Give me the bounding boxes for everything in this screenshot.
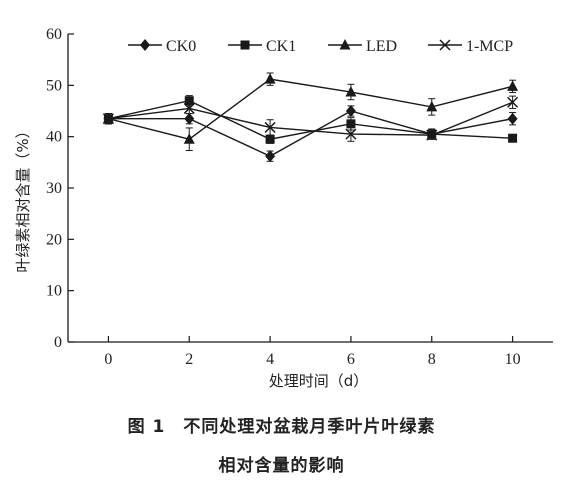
x-marker-stroke — [507, 96, 519, 108]
data-point-led — [183, 133, 195, 144]
y-axis-title: 叶绿素相对含量（%） — [14, 123, 32, 272]
y-tick-label: 40 — [46, 129, 62, 146]
series-1-mcp — [102, 95, 519, 142]
legend-marker-led — [339, 39, 351, 50]
data-point-1-mcp — [507, 96, 519, 108]
series-lines — [102, 72, 519, 163]
x-marker-stroke — [102, 113, 114, 125]
data-point-ck1 — [346, 119, 356, 129]
legend-marker-ck0 — [140, 39, 150, 51]
x-marker-stroke — [426, 129, 438, 141]
x-tick-label: 10 — [505, 351, 521, 368]
legend-marker-1-mcp — [439, 39, 451, 51]
y-tick-label: 50 — [46, 77, 62, 94]
series-ck1 — [103, 95, 518, 144]
data-point-led — [507, 80, 519, 91]
axes: 0 10 20 30 40 50 60 0 2 4 6 8 10 处理时间（d） 叶绿素相对含量（%） — [14, 26, 553, 390]
figure-caption-line-2: 相对含量的影响 — [218, 456, 345, 476]
legend-item-led: LED — [328, 38, 397, 55]
y-tick-label: 30 — [46, 180, 62, 197]
series-line-led — [108, 78, 513, 140]
data-point-1-mcp — [102, 113, 114, 125]
legend-label-led: LED — [366, 38, 397, 55]
y-tick-label: 0 — [54, 334, 62, 351]
data-point-ck0 — [265, 150, 276, 163]
legend: CK0 CK1 LED 1-MCP — [128, 38, 513, 55]
y-tick-label: 60 — [46, 26, 62, 43]
data-point-ck1 — [265, 134, 275, 144]
x-tick-label: 8 — [428, 351, 436, 368]
x-tick-label: 0 — [104, 351, 112, 368]
y-tick-label: 20 — [46, 231, 62, 248]
data-point-1-mcp — [345, 128, 357, 140]
x-axis-title: 处理时间（d） — [269, 372, 369, 390]
legend-item-ck1: CK1 — [228, 38, 296, 55]
x-tick-label: 6 — [347, 351, 355, 368]
data-point-1-mcp — [183, 102, 195, 114]
x-marker-stroke — [264, 121, 276, 133]
data-point-ck1 — [508, 133, 518, 143]
data-point-ck1 — [184, 96, 194, 106]
data-point-led — [426, 100, 438, 112]
series-line-ck0 — [108, 110, 513, 157]
legend-label-ck0: CK0 — [166, 38, 196, 55]
data-point-led — [264, 73, 276, 84]
x-marker-stroke — [183, 102, 195, 114]
data-point-1-mcp — [264, 121, 276, 133]
legend-label-ck1: CK1 — [266, 38, 296, 55]
x-tick-label: 2 — [185, 351, 193, 368]
legend-marker-ck1 — [240, 40, 250, 50]
data-point-ck0 — [345, 105, 356, 117]
data-point-1-mcp — [426, 129, 438, 141]
x-tick-label: 4 — [266, 351, 274, 368]
x-marker-stroke — [439, 39, 451, 51]
legend-item-1-mcp: 1-MCP — [428, 38, 513, 55]
figure-caption-line-1: 图 1 不同处理对盆栽月季叶片叶绿素 — [127, 417, 436, 437]
data-point-ck0 — [184, 112, 195, 125]
data-point-led — [345, 86, 357, 97]
data-point-ck0 — [507, 112, 518, 125]
legend-label-1-mcp: 1-MCP — [466, 38, 513, 55]
series-line-ck1 — [108, 99, 513, 140]
chart: 0 10 20 30 40 50 60 0 2 4 6 8 10 处理时间（d） 叶绿素相对含量（%） CK… — [14, 26, 553, 390]
series-line-1-mcp — [108, 101, 513, 136]
y-tick-label: 10 — [46, 283, 62, 300]
legend-item-ck0: CK0 — [128, 38, 196, 55]
x-marker-stroke — [345, 128, 357, 140]
